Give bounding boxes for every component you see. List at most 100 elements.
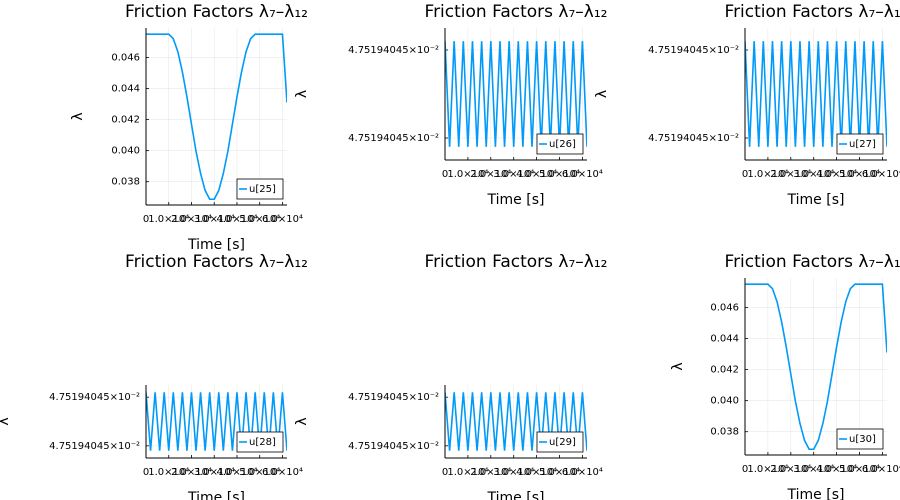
chart-title: Friction Factors λ₇–λ₁₂ — [425, 2, 608, 22]
x-tick-label: 6.0×10⁴ — [562, 169, 603, 180]
x-tick-label: 4.0×10⁴ — [516, 169, 557, 180]
x-tick-label: 6.0×10⁴ — [562, 467, 603, 478]
x-tick-label: 2.0×10⁴ — [171, 214, 212, 225]
legend-label: u[27] — [849, 139, 876, 150]
x-tick-label: 5.0×10⁴ — [539, 467, 580, 478]
y-axis-label: λ — [670, 362, 686, 370]
x-axis-label: Time [s] — [187, 490, 245, 500]
x-tick-label: 5.0×10⁴ — [839, 169, 880, 180]
x-tick-label: 1.0×10⁴ — [747, 464, 788, 475]
y-tick-label: 0.038 — [111, 177, 140, 188]
legend-label: u[28] — [249, 437, 276, 448]
y-tick-label: 4.75194045×10⁻² — [348, 45, 439, 56]
chart-title: Friction Factors λ₇–λ₁₂ — [125, 252, 308, 272]
x-axis-label: Time [s] — [487, 192, 545, 208]
legend-box — [236, 178, 284, 200]
legend-label: u[30] — [849, 434, 876, 445]
x-tick-label: 6.0×10⁴ — [862, 464, 900, 475]
x-tick-label: 3.0×10⁴ — [793, 464, 834, 475]
x-tick-label: 2.0×10⁴ — [770, 169, 811, 180]
y-tick-label: 4.75194045×10⁻² — [49, 392, 140, 403]
y-tick-label: 4.75194045×10⁻² — [348, 441, 439, 452]
y-tick-label: 0.046 — [111, 53, 140, 64]
x-tick-label: 4.0×10⁴ — [816, 169, 857, 180]
chart-title: Friction Factors λ₇–λ₁₂ — [425, 252, 608, 272]
y-tick-label: 0.044 — [111, 84, 140, 95]
y-tick-label: 0.042 — [710, 365, 739, 376]
y-axis-label: λ — [294, 417, 310, 425]
x-tick-label: 0 — [742, 464, 748, 475]
x-axis-label: Time [s] — [187, 237, 245, 253]
legend-label: u[26] — [549, 139, 576, 150]
x-tick-label: 5.0×10⁴ — [239, 467, 280, 478]
y-tick-label: 4.75194045×10⁻² — [49, 441, 140, 452]
y-tick-label: 0.042 — [111, 115, 140, 126]
legend-box — [236, 431, 284, 453]
x-tick-label: 4.0×10⁴ — [816, 464, 857, 475]
series-line — [445, 41, 587, 147]
y-tick-label: 4.75194045×10⁻² — [648, 133, 739, 144]
legend-box — [836, 428, 884, 450]
series-line — [745, 283, 887, 451]
x-tick-label: 3.0×10⁴ — [194, 467, 235, 478]
x-tick-label: 4.0×10⁴ — [216, 214, 257, 225]
x-tick-label: 6.0×10⁴ — [262, 467, 303, 478]
chart-title: Friction Factors λ₇–λ₁₂ — [125, 2, 308, 22]
legend-label: u[29] — [549, 437, 576, 448]
x-tick-label: 2.0×10⁴ — [171, 467, 212, 478]
x-tick-label: 2.0×10⁴ — [770, 464, 811, 475]
y-axis-label: λ — [294, 90, 310, 98]
y-axis-label: λ — [70, 112, 86, 120]
legend-box — [536, 133, 584, 155]
x-tick-label: 5.0×10⁴ — [239, 214, 280, 225]
x-tick-label: 5.0×10⁴ — [839, 464, 880, 475]
x-tick-label: 3.0×10⁴ — [493, 169, 534, 180]
y-axis-label: λ — [0, 417, 12, 425]
chart-title: Friction Factors λ₇–λ₁₂ — [725, 2, 900, 22]
x-tick-label: 3.0×10⁴ — [194, 214, 235, 225]
x-tick-label: 1.0×10⁴ — [148, 214, 189, 225]
x-tick-label: 1.0×10⁴ — [447, 169, 488, 180]
y-tick-label: 0.040 — [710, 396, 739, 407]
x-tick-label: 2.0×10⁴ — [470, 467, 511, 478]
x-tick-label: 3.0×10⁴ — [793, 169, 834, 180]
x-axis-label: Time [s] — [787, 192, 845, 208]
x-axis-label: Time [s] — [487, 490, 545, 500]
x-tick-label: 5.0×10⁴ — [539, 169, 580, 180]
x-tick-label: 0 — [442, 467, 448, 478]
series-line — [146, 392, 287, 451]
x-tick-label: 0 — [143, 467, 149, 478]
x-tick-label: 0 — [143, 214, 149, 225]
x-tick-label: 4.0×10⁴ — [216, 467, 257, 478]
x-tick-label: 3.0×10⁴ — [493, 467, 534, 478]
x-tick-label: 2.0×10⁴ — [470, 169, 511, 180]
x-tick-label: 1.0×10⁴ — [447, 467, 488, 478]
y-tick-label: 0.040 — [111, 146, 140, 157]
subplot: Friction Factors λ₇–λ₁₂ Time [s] λ 01.0×10⁴… — [0, 252, 308, 500]
x-tick-label: 0 — [742, 169, 748, 180]
y-tick-label: 0.038 — [710, 427, 739, 438]
y-axis-label: λ — [594, 90, 610, 98]
y-tick-label: 0.044 — [710, 334, 739, 345]
chart-title: Friction Factors λ₇–λ₁₂ — [725, 252, 900, 272]
x-tick-label: 1.0×10⁴ — [148, 467, 189, 478]
legend-box — [536, 431, 584, 453]
series-line — [745, 41, 887, 147]
y-tick-label: 4.75194045×10⁻² — [348, 133, 439, 144]
legend-box — [836, 133, 884, 155]
x-tick-label: 1.0×10⁴ — [747, 169, 788, 180]
x-axis-label: Time [s] — [787, 487, 845, 500]
x-tick-label: 4.0×10⁴ — [516, 467, 557, 478]
y-tick-label: 4.75194045×10⁻² — [648, 45, 739, 56]
y-tick-label: 4.75194045×10⁻² — [348, 392, 439, 403]
x-tick-label: 6.0×10⁴ — [262, 214, 303, 225]
x-tick-label: 6.0×10⁴ — [862, 169, 900, 180]
series-line — [146, 33, 287, 201]
y-tick-label: 0.046 — [710, 303, 739, 314]
